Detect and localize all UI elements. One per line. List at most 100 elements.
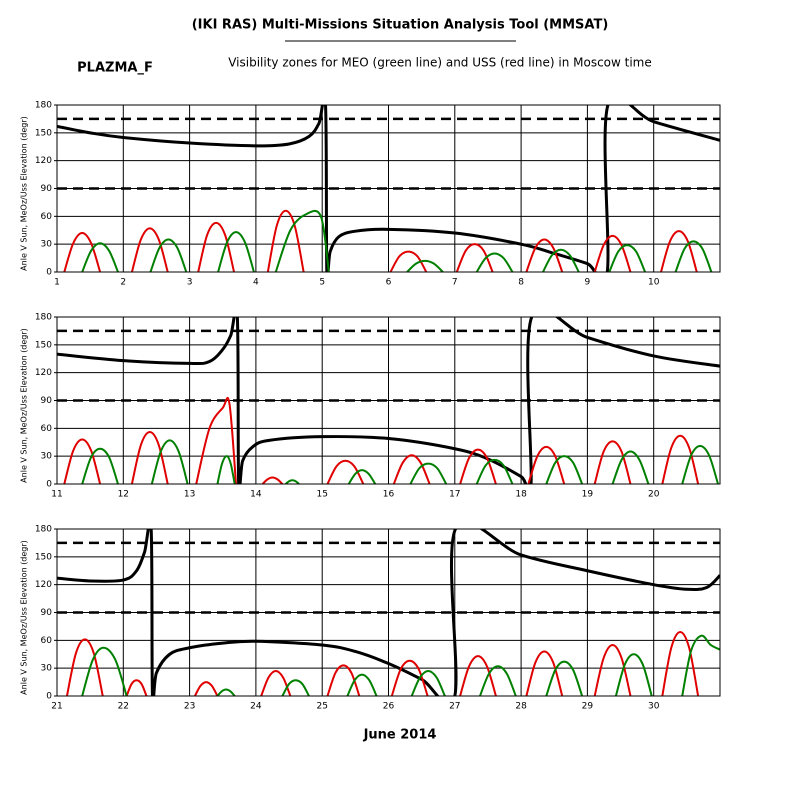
series-line (217, 231, 255, 272)
series-line (392, 454, 431, 484)
x-tick-label: 19 (582, 490, 594, 500)
plot-frame (56, 104, 721, 273)
series-line (285, 479, 300, 484)
x-tick-label: 27 (449, 702, 460, 712)
y-tick-label: 180 (35, 313, 52, 323)
plot-frame (56, 528, 721, 697)
y-tick-label: 60 (41, 424, 53, 434)
x-tick-label: 12 (118, 490, 129, 500)
series-line (681, 444, 719, 484)
x-tick-label: 24 (250, 702, 262, 712)
x-tick-label: 29 (582, 702, 594, 712)
x-tick-label: 20 (648, 490, 660, 500)
y-tick-label: 90 (41, 184, 53, 194)
x-tick-label: 17 (449, 490, 460, 500)
y-tick-label: 30 (41, 664, 53, 674)
x-tick-label: 2 (120, 278, 126, 288)
x-tick-label: 22 (118, 702, 129, 712)
x-tick-label: 11 (51, 490, 62, 500)
x-tick-label: 25 (316, 702, 327, 712)
panel: 0 30 60 90 120 150 180 11 12 13 14 15 16 17 18 19 20 Anle… (20, 313, 721, 500)
y-tick-label: 150 (35, 128, 52, 138)
x-tick-label: 14 (250, 490, 262, 500)
x-tick-label: 6 (386, 278, 392, 288)
y-tick-label: 180 (35, 525, 52, 535)
series-line (197, 221, 235, 272)
series-line (593, 440, 632, 484)
series-line (261, 476, 284, 484)
series-line (542, 248, 580, 272)
y-tick-label: 60 (41, 212, 53, 222)
series-line (130, 227, 169, 272)
series-line (479, 665, 517, 696)
series-line (525, 650, 564, 696)
series-line (130, 431, 169, 484)
series-line (81, 646, 128, 696)
series-line (406, 259, 444, 272)
series-line (661, 630, 700, 696)
y-tick-label: 0 (46, 268, 52, 278)
series-line (57, 105, 720, 272)
series-line (260, 669, 292, 696)
x-tick-label: 8 (518, 278, 524, 288)
series-line (57, 529, 720, 696)
x-tick-label: 15 (316, 490, 327, 500)
y-tick-label: 120 (35, 156, 52, 166)
y-tick-label: 150 (35, 340, 52, 350)
y-tick-label: 0 (46, 692, 52, 702)
series-line (63, 232, 102, 272)
series-line (216, 688, 236, 696)
x-axis-label: June 2014 (363, 728, 437, 743)
series-line (608, 244, 647, 272)
y-tick-label: 120 (35, 368, 52, 378)
series-line (660, 230, 698, 272)
series-line (65, 638, 104, 696)
series-line (81, 242, 119, 272)
series-line (593, 234, 632, 272)
series-line (545, 455, 584, 484)
series-line (545, 660, 584, 696)
series-line (459, 655, 497, 696)
subtitle: Visibility zones for MEO (green line) an… (228, 56, 652, 70)
y-tick-label: 0 (46, 480, 52, 490)
x-tick-label: 9 (585, 278, 591, 288)
x-tick-label: 26 (383, 702, 395, 712)
y-axis-label: Anle V Sun, MeOz/Uss Elevation (degr) (20, 540, 29, 695)
y-tick-label: 30 (41, 240, 53, 250)
x-tick-label: 30 (648, 702, 660, 712)
panel: 0 30 60 90 120 150 180 21 22 23 24 25 26 27 28 29 30 Anle… (20, 525, 721, 712)
x-tick-label: 4 (253, 278, 259, 288)
series-group (57, 317, 720, 484)
series-line (150, 439, 189, 484)
series-line (347, 469, 377, 484)
series-line (681, 634, 720, 696)
series-line (614, 653, 653, 696)
series-line (274, 209, 330, 272)
y-axis-label: Anle V Sun, MeOz/Uss Elevation (degr) (20, 116, 29, 271)
panel: 0 30 60 90 120 150 180 1 2 3 4 5 6 7 8 9 10 Anle V Sun, M… (20, 101, 721, 288)
x-tick-label: 21 (51, 702, 62, 712)
y-axis-label: Anle V Sun, MeOz/Uss Elevation (degr) (20, 328, 29, 483)
series-line (389, 250, 428, 272)
x-tick-label: 13 (184, 490, 195, 500)
plot-frame (56, 316, 721, 485)
series-line (459, 448, 497, 484)
series-line (125, 679, 148, 696)
series-group (57, 105, 720, 272)
series-line (149, 238, 188, 272)
series-line (81, 447, 119, 484)
y-tick-label: 180 (35, 101, 52, 111)
series-line (195, 397, 238, 484)
y-tick-label: 30 (41, 452, 53, 462)
series-line (525, 238, 564, 272)
y-tick-label: 90 (41, 396, 53, 406)
series-line (266, 209, 305, 272)
y-tick-label: 120 (35, 580, 52, 590)
y-tick-label: 150 (35, 552, 52, 562)
series-line (346, 673, 378, 696)
series-line (410, 669, 446, 696)
y-tick-label: 90 (41, 608, 53, 618)
x-tick-label: 5 (319, 278, 325, 288)
series-line (674, 240, 713, 272)
